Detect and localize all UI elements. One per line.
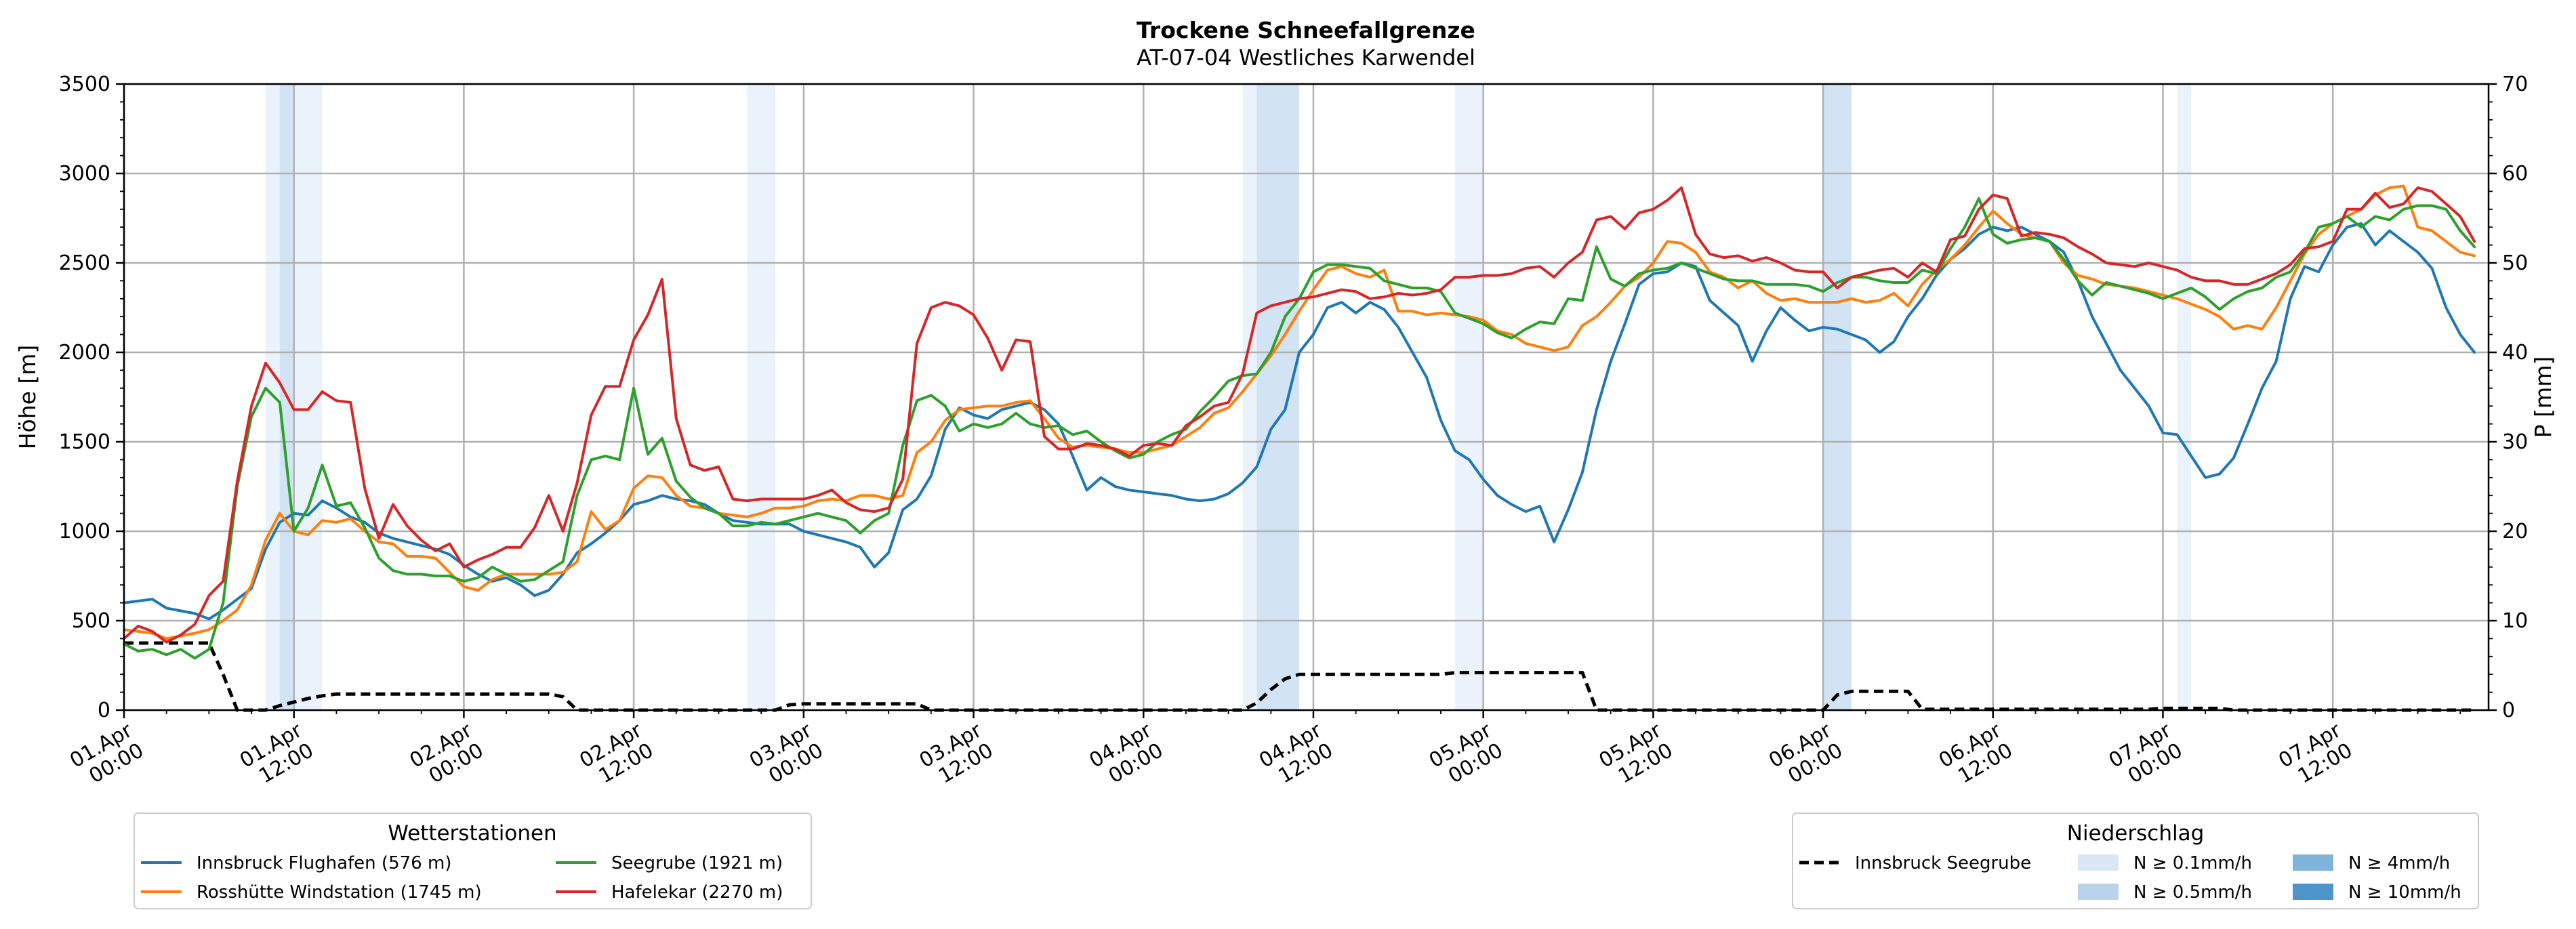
y-tick-label-0: 0: [98, 699, 110, 722]
legend-swatch-n-10: [2293, 884, 2333, 900]
legend-label-innsbruck-flughafen: Innsbruck Flughafen (576 m): [197, 853, 451, 873]
y-tick-label-3: 1500: [59, 430, 110, 454]
chart-subtitle: AT-07-04 Westliches Karwendel: [1137, 45, 1475, 70]
legend-label-innsbruck-seegrube: Innsbruck Seegrube: [1855, 853, 2031, 873]
y2-tick-label-0: 0: [2502, 699, 2515, 722]
y2-tick-label-2: 20: [2502, 520, 2528, 543]
precipitation-band-3: [747, 84, 776, 710]
legend-precipitation-title: Niederschlag: [2067, 821, 2205, 846]
y-tick-label-1: 500: [72, 609, 110, 633]
legend-stations-title: Wetterstationen: [388, 821, 556, 846]
legend-label-n-0-1: N ≥ 0.1mm/h: [2133, 853, 2252, 873]
series-innsbruck-flughafen: [123, 222, 2476, 621]
legend-label-rosshuette: Rosshütte Windstation (1745 m): [197, 882, 482, 903]
y2-tick-label-4: 40: [2502, 341, 2528, 365]
y2-tick-label-3: 30: [2502, 430, 2528, 454]
legend-stations: Wetterstationen Innsbruck Flughafen (576…: [134, 812, 812, 909]
y-tick-label-5: 2500: [59, 251, 110, 275]
legend-swatch-n-4: [2293, 854, 2333, 871]
y-tick-label-7: 3500: [59, 73, 110, 96]
y-tick-label-4: 2000: [59, 341, 110, 365]
y2-tick-label-1: 10: [2502, 609, 2528, 633]
station-series: [123, 184, 2476, 660]
y2-axis-label: P [mm]: [2530, 356, 2556, 438]
y-tick-label-6: 3000: [59, 162, 110, 186]
y2-tick-label-7: 70: [2502, 73, 2528, 96]
legend-swatch-n-0-5: [2078, 884, 2119, 900]
precipitation-band-8: [2177, 84, 2192, 710]
chart-title: Trockene Schneefallgrenze: [1137, 17, 1475, 43]
precipitation-band-5: [1256, 84, 1300, 710]
series-rosshuette: [123, 184, 2476, 640]
y2-tick-label-5: 50: [2502, 251, 2528, 275]
legend-precipitation: Niederschlag Innsbruck Seegrube N ≥ 0.1m…: [1792, 812, 2479, 909]
legend-swatch-n-0-1: [2078, 854, 2119, 871]
series-hafelekar: [123, 186, 2476, 644]
legend-label-n-10: N ≥ 10mm/h: [2348, 882, 2461, 903]
legend-label-n-0-5: N ≥ 0.5mm/h: [2133, 882, 2252, 903]
y-axis-label: Höhe [m]: [14, 345, 41, 450]
plot-frame: [123, 83, 2490, 711]
legend-stations-box: [134, 812, 812, 909]
y2-tick-label-6: 60: [2502, 162, 2528, 186]
precipitation-band-4: [1242, 84, 1257, 710]
legend-label-seegrube: Seegrube (1921 m): [611, 853, 783, 873]
precipitation-bands: [265, 84, 2192, 710]
precipitation-band-7: [1823, 84, 1852, 710]
legend-label-hafelekar: Hafelekar (2270 m): [611, 882, 783, 903]
legend-label-n-4: N ≥ 4mm/h: [2348, 853, 2450, 873]
precipitation-band-6: [1454, 84, 1484, 710]
y-tick-label-2: 1000: [59, 520, 110, 543]
